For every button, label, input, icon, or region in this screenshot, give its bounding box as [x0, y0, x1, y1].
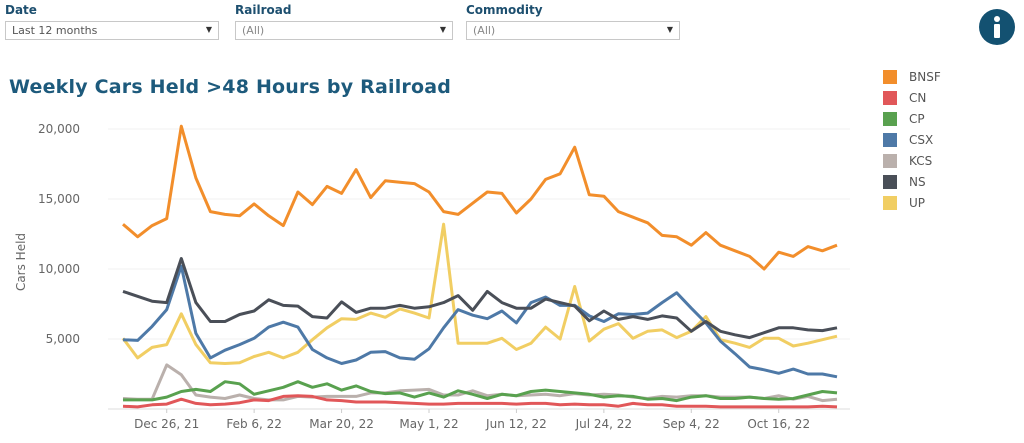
x-tick-label: May 1, 22	[399, 417, 458, 431]
legend-swatch	[883, 153, 897, 168]
legend-label: UP	[909, 195, 926, 210]
x-tick-label: Sep 4, 22	[663, 417, 720, 431]
legend-item-up[interactable]: UP	[883, 192, 941, 213]
legend-swatch	[883, 132, 897, 147]
legend-swatch	[883, 195, 897, 210]
x-tick-label: Feb 6, 22	[226, 417, 282, 431]
y-tick-label: 5,000	[46, 332, 80, 346]
legend-item-bnsf[interactable]: BNSF	[883, 66, 941, 87]
legend-label: CP	[909, 111, 925, 126]
x-tick-label: Jul 24, 22	[575, 417, 632, 431]
legend-swatch	[883, 90, 897, 105]
railroad-filter-label: Railroad	[235, 3, 292, 17]
chevron-down-icon: ▼	[205, 25, 212, 34]
commodity-filter-label: Commodity	[466, 3, 543, 17]
chevron-down-icon: ▼	[666, 25, 673, 34]
commodity-filter-value: (All)	[473, 24, 496, 37]
info-glyph	[994, 16, 1000, 38]
series-line-ns	[122, 257, 838, 340]
legend-swatch	[883, 111, 897, 126]
y-tick-label: 20,000	[38, 122, 80, 136]
y-tick-label: 10,000	[38, 262, 80, 276]
legend-item-kcs[interactable]: KCS	[883, 150, 941, 171]
legend-item-cn[interactable]: CN	[883, 87, 941, 108]
legend-label: CN	[909, 90, 927, 105]
y-axis-label: Cars Held	[14, 233, 28, 291]
x-tick-label: Mar 20, 22	[309, 417, 374, 431]
series-line-csx	[122, 264, 838, 379]
legend-label: KCS	[909, 153, 933, 168]
date-filter-label: Date	[5, 3, 37, 17]
x-tick-label: Oct 16, 22	[747, 417, 810, 431]
railroad-filter-select[interactable]: (All) ▼	[235, 21, 453, 40]
date-filter-value: Last 12 months	[12, 24, 98, 37]
legend-swatch	[883, 69, 897, 84]
chart-title: Weekly Cars Held >48 Hours by Railroad	[9, 76, 452, 98]
chevron-down-icon: ▼	[439, 25, 446, 34]
legend-item-csx[interactable]: CSX	[883, 129, 941, 150]
legend-label: NS	[909, 174, 926, 189]
commodity-filter-select[interactable]: (All) ▼	[466, 21, 680, 40]
date-filter-select[interactable]: Last 12 months ▼	[5, 21, 219, 40]
info-icon[interactable]	[979, 9, 1015, 45]
x-tick-label: Jun 12, 22	[485, 417, 547, 431]
series-line-cp	[123, 380, 838, 403]
series-line-cn	[122, 394, 838, 409]
series-line-up	[121, 222, 838, 365]
legend-swatch	[883, 174, 897, 189]
series-line-bnsf	[122, 124, 838, 271]
y-tick-label: 15,000	[38, 192, 80, 206]
legend-label: CSX	[909, 132, 934, 147]
legend-item-cp[interactable]: CP	[883, 108, 941, 129]
railroad-filter-value: (All)	[242, 24, 265, 37]
legend: BNSF CN CP CSX KCS NS UP	[883, 66, 941, 213]
x-tick-label: Dec 26, 21	[134, 417, 199, 431]
legend-label: BNSF	[909, 69, 941, 84]
legend-item-ns[interactable]: NS	[883, 171, 941, 192]
